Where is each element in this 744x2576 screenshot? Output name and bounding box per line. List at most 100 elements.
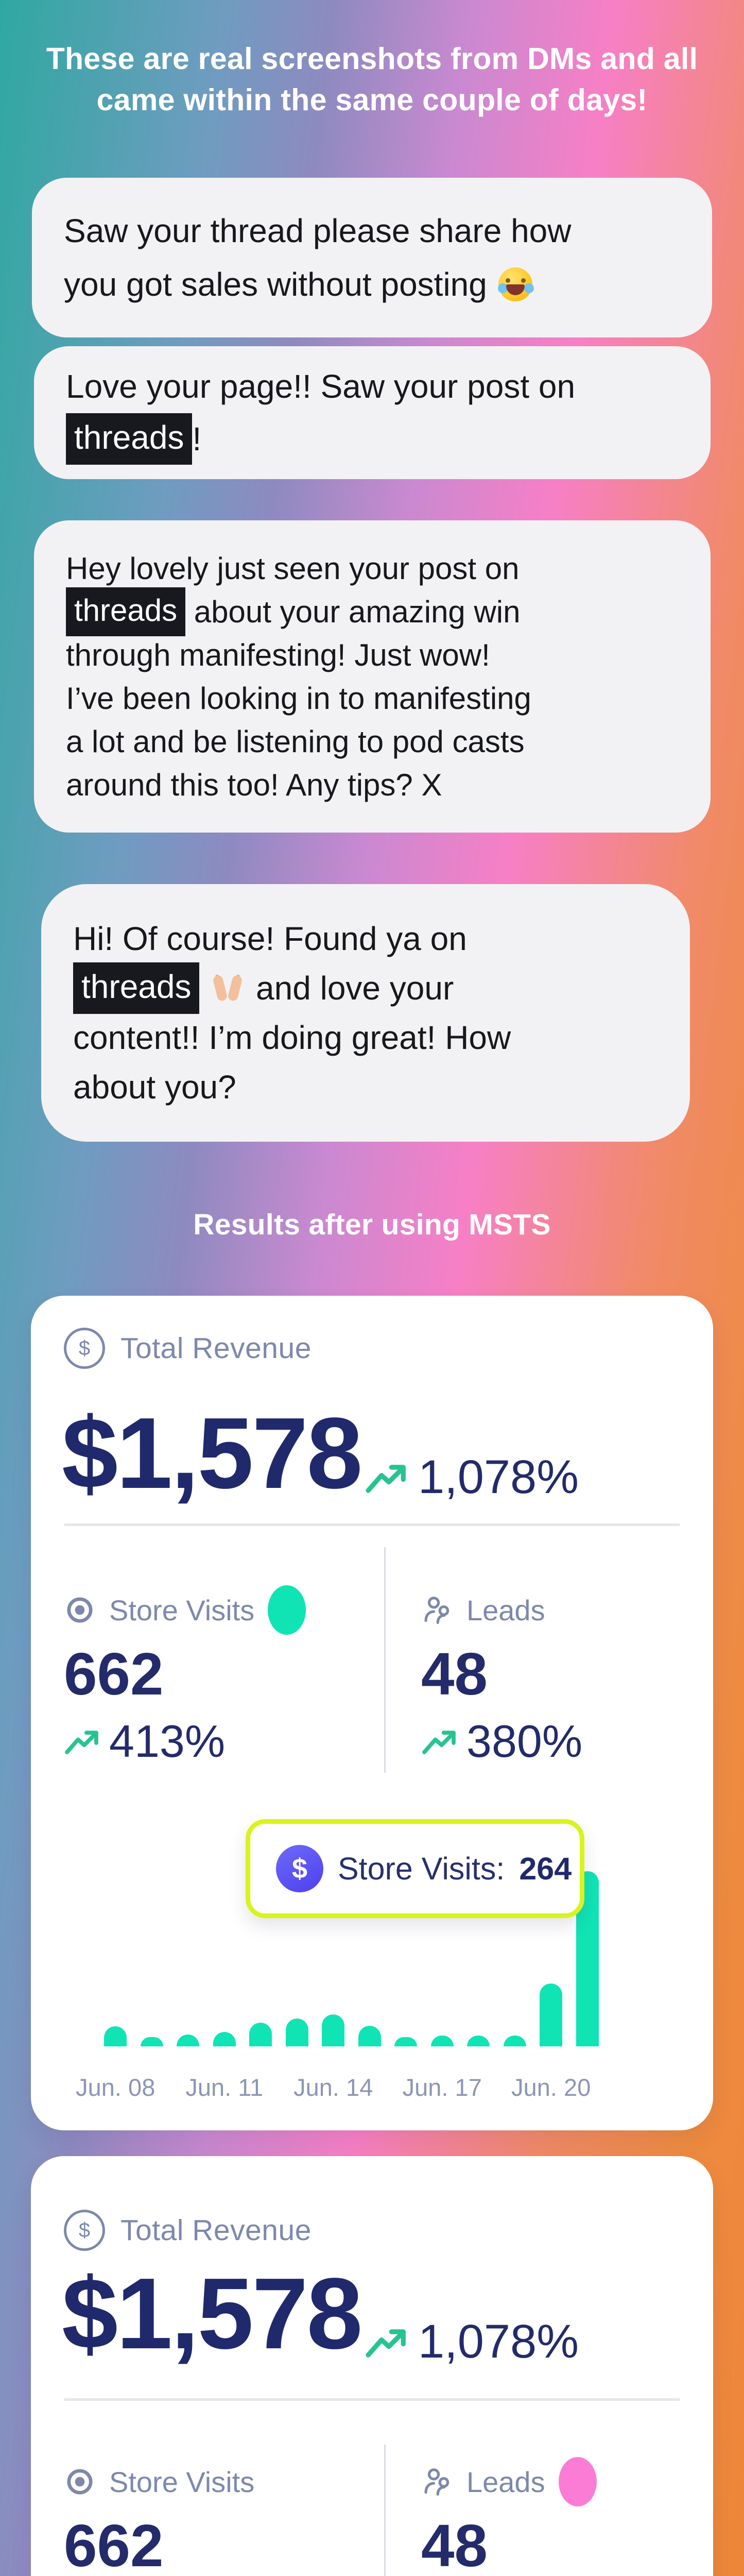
message-line: a lot and be listening to pod casts (66, 720, 679, 763)
message-text: you got sales without posting (64, 266, 496, 303)
stat-label: Leads (466, 1594, 545, 1626)
revenue-change: 1,078% (365, 1450, 579, 1504)
threads-highlight: threads (66, 587, 186, 636)
stat-leads: Leads 48 380% (421, 1584, 710, 1768)
chart-bar (430, 2036, 454, 2046)
message-text: around this too! Any tips? X (66, 767, 442, 802)
message-line: threads and love your (73, 962, 658, 1014)
message-line: Hi! Of course! Found ya on (73, 914, 658, 963)
series-color-dot (268, 1585, 306, 1635)
chart-bar (467, 2036, 490, 2046)
eye-icon (67, 2469, 93, 2495)
users-icon (424, 2468, 449, 2496)
joy-emoji (498, 267, 532, 301)
dollar-badge-icon (276, 1845, 323, 1892)
vertical-divider (384, 1547, 386, 1773)
trend-up-icon (422, 1731, 456, 1754)
divider (64, 2398, 680, 2401)
chart-bar (322, 2014, 345, 2046)
total-revenue-value: $1,578 (62, 1397, 362, 1510)
series-color-dot (558, 2457, 597, 2506)
threads-highlight: threads (73, 962, 200, 1014)
tooltip-value: 264 (519, 1851, 572, 1886)
message-line: Love your page!! Saw your post on (66, 360, 679, 413)
chart-bar (140, 2037, 163, 2046)
total-revenue-value: $1,578 (62, 2257, 362, 2370)
message-line: you got sales without posting (64, 258, 680, 311)
stat-change: 380% (466, 1716, 583, 1767)
divider (64, 1523, 680, 1526)
x-tick-label: Jun. 08 (76, 2074, 155, 2101)
results-title: Results after using MSTS (193, 1208, 551, 1241)
chart-bar (213, 2031, 236, 2046)
chart-bar (177, 2034, 200, 2046)
message-line: around this too! Any tips? X (66, 763, 679, 806)
dm-message-2: Love your page!! Saw your post on threads… (34, 346, 711, 479)
message-line: content!! I’m doing great! How (73, 1013, 658, 1062)
message-text: and love your (247, 970, 454, 1007)
raised-hands-emoji (211, 971, 245, 1005)
stat-store-visits: Store Visits 662 413% (64, 2456, 352, 2576)
stat-value: 48 (421, 2512, 488, 2576)
stat-label: Store Visits (109, 2465, 255, 2498)
analytics-card-store-visits: Total Revenue $1,578 1,078% Store Visits… (31, 1296, 713, 2130)
stat-change: 413% (109, 1716, 226, 1767)
x-tick-label: Jun. 20 (511, 2074, 591, 2101)
x-tick-label: Jun. 17 (402, 2074, 482, 2101)
header-text: These are real screenshots from DMs and … (46, 42, 698, 117)
message-text: about you? (73, 1069, 236, 1106)
message-text: Saw your thread please share how (64, 212, 572, 249)
x-tick-label: Jun. 14 (293, 2074, 373, 2101)
message-text: Hi! Of course! Found ya on (73, 920, 467, 957)
stat-value: 662 (64, 1640, 164, 1707)
stat-value: 48 (421, 1640, 488, 1707)
message-text: about your amazing win (185, 594, 521, 629)
chart-tooltip: Store Visits: 264 (246, 1819, 584, 1918)
threads-highlight: threads (66, 413, 193, 465)
message-line: I’ve been looking in to manifesting (66, 676, 679, 720)
message-line: threads about your amazing win (66, 587, 679, 636)
stat-label: Store Visits (109, 1594, 255, 1626)
vertical-divider (384, 2445, 386, 2576)
revenue-change: 1,078% (365, 2315, 579, 2369)
message-text: through manifesting! Just wow! (66, 637, 490, 672)
message-text: I’ve been looking in to manifesting (66, 681, 531, 716)
analytics-card-leads: Total Revenue $1,578 1,078% Store Visits… (31, 2156, 713, 2576)
dm-message-3: Hey lovely just seen your post on threads… (34, 520, 711, 833)
message-text: a lot and be listening to pod casts (66, 724, 525, 759)
bars (97, 1871, 605, 2046)
chart-bar (285, 2018, 308, 2046)
chart-bar (104, 2026, 127, 2046)
dm-message-4: Hi! Of course! Found ya on threads and lo… (41, 884, 690, 1142)
dollar-circle-icon (64, 1328, 105, 1369)
message-text: ! (192, 420, 202, 457)
chart-bar (503, 2036, 526, 2046)
stat-store-visits: Store Visits 662 413% (64, 1584, 352, 1768)
chart-bar (358, 2026, 381, 2046)
chart-bar (249, 2022, 272, 2046)
stat-label: Leads (466, 2465, 545, 2498)
x-tick-label: Jun. 11 (185, 2074, 264, 2101)
message-text (199, 969, 209, 1007)
eye-icon (67, 1597, 93, 1623)
message-line: Saw your thread please share how (64, 204, 680, 258)
message-line: Hey lovely just seen your post on (66, 547, 679, 590)
card-title: Total Revenue (120, 1332, 312, 1365)
message-line: about you? (73, 1062, 658, 1112)
card-header: Total Revenue (64, 2210, 312, 2251)
revenue-change-value: 1,078% (418, 2315, 579, 2368)
message-text: content!! I’m doing great! How (73, 1019, 511, 1056)
chart-bar (394, 2037, 418, 2046)
trend-up-icon (366, 2329, 406, 2358)
dollar-circle-icon (64, 2210, 105, 2251)
stat-value: 662 (64, 2512, 164, 2576)
store-visits-bar-chart: Jun. 08 Jun. 11 Jun. 14 Jun. 17 Jun. 20 (76, 1871, 605, 2101)
dm-message-1: Saw your thread please share how you got … (32, 178, 712, 337)
message-line: threads! (66, 413, 679, 465)
chart-bar (540, 1983, 563, 2046)
revenue-change-value: 1,078% (418, 1451, 579, 1503)
stat-leads: Leads 48 380% (421, 2456, 710, 2576)
message-text: Hey lovely just seen your post on (66, 551, 520, 586)
tooltip-label: Store Visits: (338, 1851, 505, 1886)
